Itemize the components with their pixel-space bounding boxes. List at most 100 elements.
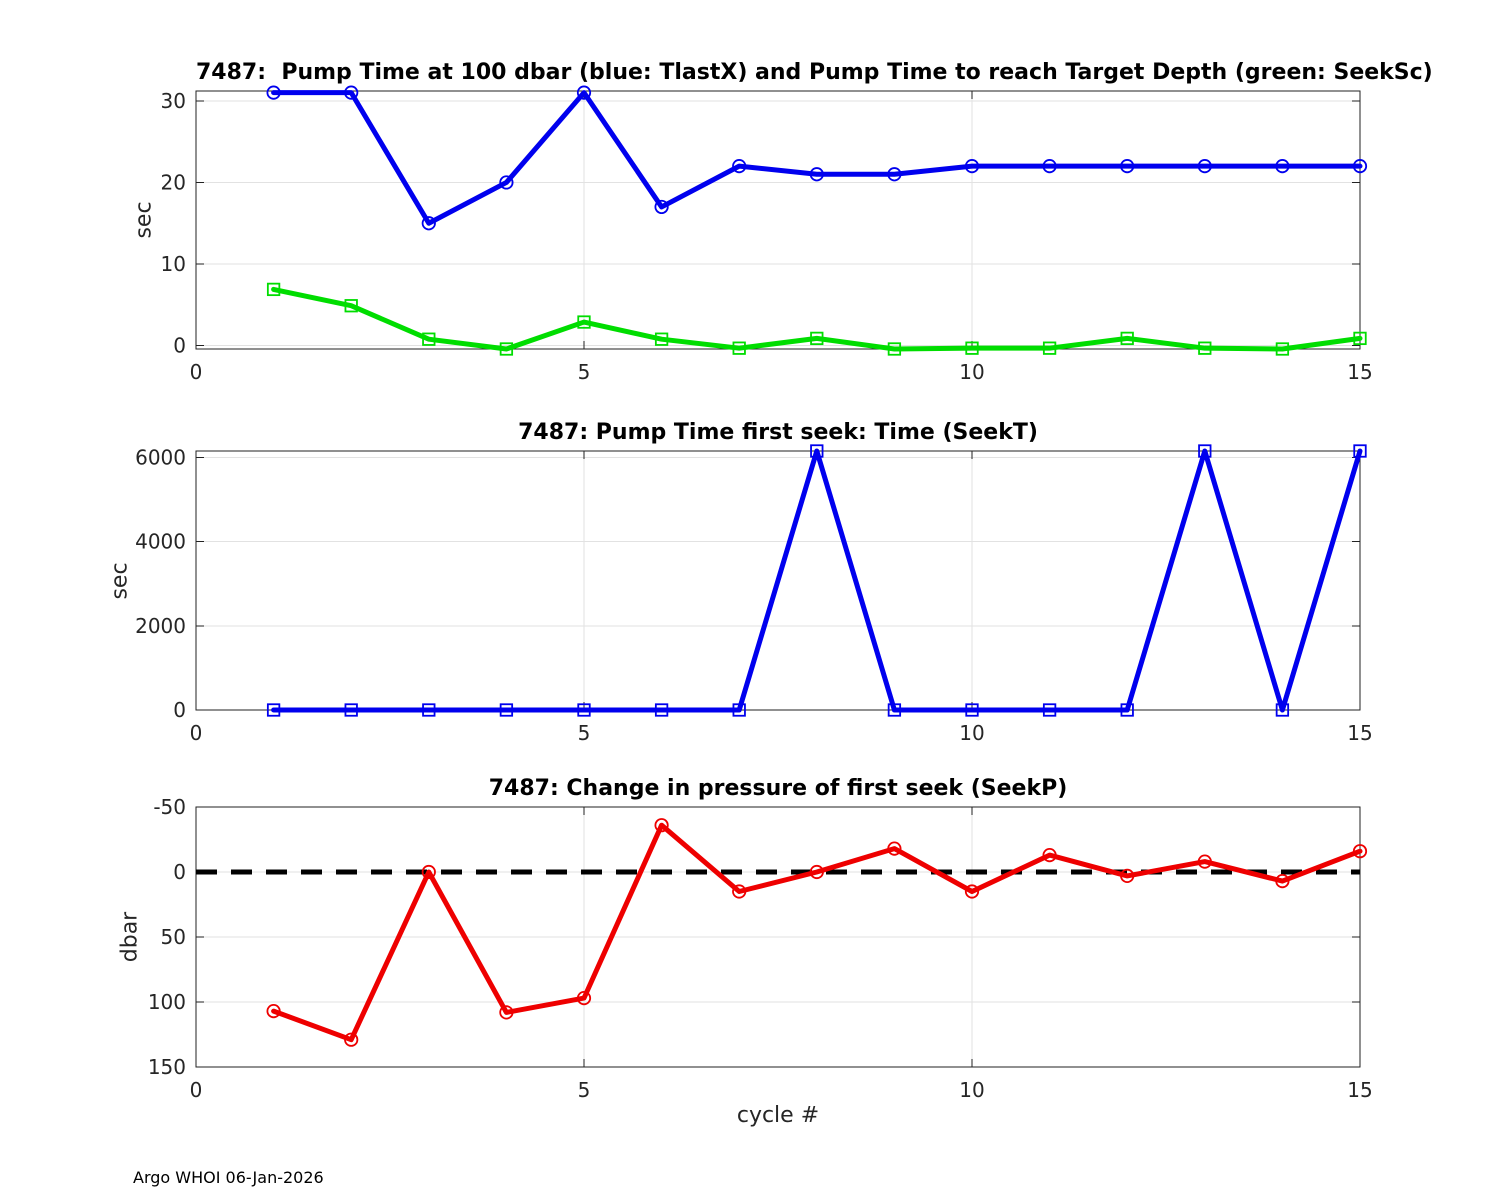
y-tick-label: 0 [173,334,186,358]
data-point-marker-SeekP [344,1032,359,1047]
y-tick-label: 4000 [135,530,186,554]
y-tick-label: 0 [173,698,186,722]
data-point-marker-SeekT [266,703,281,717]
data-point-marker-TlastX [1042,159,1057,174]
data-point-marker-SeekSc [1353,331,1367,346]
data-point-marker-SeekP [266,1003,281,1019]
data-point-marker-SeekP [499,1005,514,1020]
data-point-marker-TlastX [1197,159,1212,174]
data-point-marker-SeekSc [577,315,591,329]
y-tick-label: 10 [161,252,186,276]
data-point-marker-SeekSc [654,332,669,346]
y-axis-label-dbar: dbar [117,911,143,963]
x-tick-label: 5 [578,721,591,745]
data-point-marker-SeekSc [499,342,514,356]
data-point-marker-SeekT [1042,703,1057,717]
y-axis-label-sec-middle: sec [107,562,133,600]
data-point-marker-SeekP [576,990,592,1006]
data-point-marker-SeekSc [422,332,436,346]
data-point-marker-SeekP [964,884,980,899]
data-point-marker-TlastX [887,167,902,182]
data-point-marker-SeekT [1353,444,1367,458]
x-tick-label: 15 [1347,1078,1372,1102]
data-point-marker-SeekSc [1275,342,1290,356]
data-point-marker-TlastX [964,159,980,174]
data-point-marker-SeekP [1197,854,1212,869]
data-point-marker-SeekT [654,703,669,717]
data-point-marker-SeekP [1275,873,1290,889]
data-point-marker-SeekP [1352,844,1368,859]
data-point-marker-SeekSc [887,342,902,356]
series-line-SeekP [271,822,1363,1043]
x-tick-label: 0 [190,1078,203,1102]
data-point-marker-SeekT [499,703,514,717]
data-point-marker-SeekT [1120,703,1134,717]
chart-2: 0 5 10 15 -50 0 50 100 150 [148,795,1373,1102]
data-point-marker-SeekSc [1042,341,1057,355]
chart-0: 0 5 10 15 0 10 20 30 [161,85,1373,384]
data-point-marker-SeekP [1120,868,1135,884]
data-point-marker-SeekP [732,884,747,899]
chart-title-pump-time-100dbar: 7487: Pump Time at 100 dbar (blue: Tlast… [196,60,1433,85]
x-tick-label: 10 [959,1078,984,1102]
data-point-marker-TlastX [344,85,359,100]
data-point-marker-SeekSc [965,341,979,355]
data-point-marker-SeekSc [732,341,746,355]
x-tick-label: 0 [190,721,203,745]
axes-box [195,90,1361,350]
data-point-marker-TlastX [1275,159,1290,174]
data-point-marker-TlastX [499,175,514,190]
axes-box [195,450,1361,711]
x-tick-label: 15 [1347,721,1372,745]
data-point-marker-TlastX [809,167,824,182]
series-line-SeekT [271,448,1363,713]
chart-title-first-seek-time: 7487: Pump Time first seek: Time (SeekT) [518,420,1038,445]
x-axis-label-cycle: cycle # [736,1103,820,1128]
series-line-SeekSc [271,286,1363,352]
x-tick-label: 5 [578,360,591,384]
chart-1: 0 5 10 15 0 2000 4000 6000 [135,444,1373,745]
figure-footer-stamp: Argo WHOI 06-Jan-2026 [133,1168,324,1187]
x-tick-label: 5 [578,1078,591,1102]
data-point-marker-SeekT [732,703,746,717]
data-point-marker-SeekSc [1120,331,1134,346]
data-point-marker-SeekT [887,703,902,717]
data-point-marker-SeekT [1275,703,1290,717]
y-tick-label: 0 [173,860,186,884]
data-point-marker-TlastX [421,216,436,231]
data-point-marker-SeekT [1198,444,1212,458]
x-tick-label: 0 [190,360,203,384]
y-tick-label: 2000 [135,614,186,638]
data-point-marker-SeekP [809,864,824,880]
data-point-marker-SeekT [577,703,591,717]
data-point-marker-SeekSc [266,282,281,297]
data-point-marker-SeekP [887,841,902,856]
data-point-marker-SeekSc [810,331,824,346]
data-point-marker-SeekP [1042,847,1057,863]
y-tick-label: 20 [161,170,186,194]
y-axis-label-sec-top: sec [131,201,157,239]
data-point-marker-TlastX [732,159,747,174]
y-tick-label: 30 [161,89,186,113]
y-tick-label: 50 [161,925,186,949]
series-line-TlastX [271,90,1363,226]
x-tick-label: 10 [959,360,984,384]
data-point-marker-TlastX [266,85,281,100]
data-point-marker-SeekP [654,818,669,833]
y-tick-label: 150 [148,1055,186,1079]
data-point-marker-TlastX [654,199,669,215]
data-point-marker-SeekT [422,703,436,717]
x-tick-label: 15 [1347,360,1372,384]
data-point-marker-SeekSc [344,299,358,313]
y-tick-label: -50 [153,795,186,819]
chart-title-first-seek-pressure: 7487: Change in pressure of first seek (… [488,776,1068,801]
data-point-marker-TlastX [1120,159,1135,174]
data-point-marker-TlastX [1352,159,1368,174]
data-point-marker-SeekT [810,444,824,458]
y-tick-label: 6000 [135,445,186,469]
data-point-marker-SeekP [421,864,436,880]
data-point-marker-SeekSc [1198,341,1212,355]
data-point-marker-SeekT [965,703,979,717]
